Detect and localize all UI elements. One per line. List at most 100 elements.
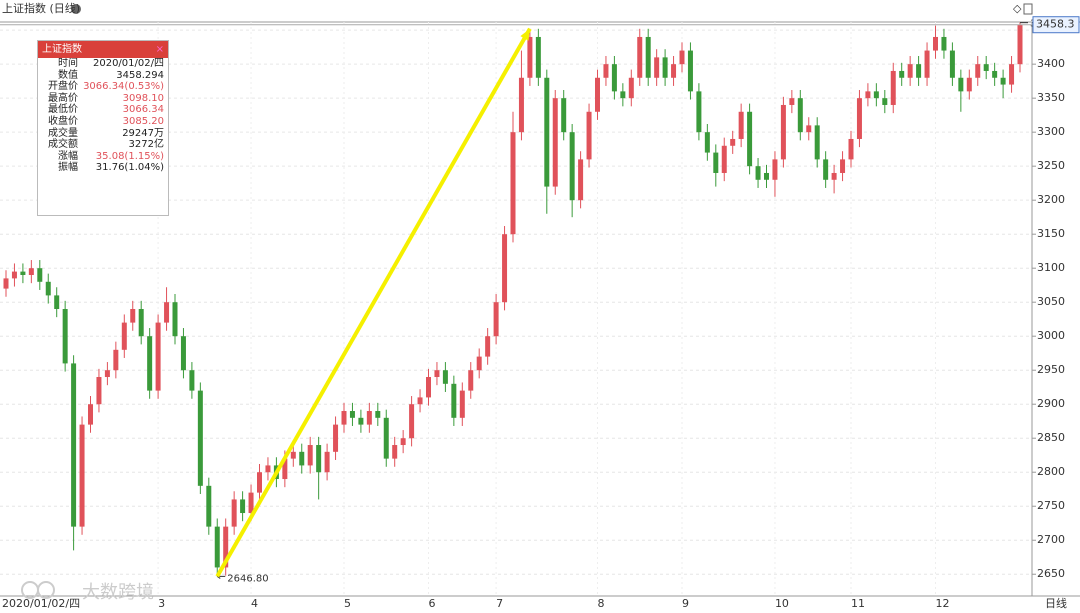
candle-body bbox=[240, 499, 246, 514]
y-tick-label: 3400 bbox=[1037, 57, 1065, 70]
candle-body bbox=[493, 302, 499, 337]
candle-body bbox=[654, 57, 660, 78]
info-value: 3098.10 bbox=[122, 92, 164, 104]
candle-body bbox=[578, 159, 584, 201]
candle-body bbox=[518, 77, 524, 133]
candle-body bbox=[79, 424, 85, 527]
candle-body bbox=[687, 50, 693, 92]
y-tick-label: 2750 bbox=[1037, 499, 1065, 512]
candle-body bbox=[20, 271, 26, 275]
candle-body bbox=[916, 64, 922, 78]
info-key: 成交额 bbox=[48, 139, 78, 151]
candle-body bbox=[595, 77, 600, 112]
x-tick-label: 5 bbox=[344, 597, 351, 610]
candle-body bbox=[983, 64, 989, 71]
low-annotation: 2646.80 bbox=[227, 573, 268, 584]
info-key: 最低价 bbox=[48, 104, 78, 116]
candle-body bbox=[316, 445, 322, 473]
info-row: 收盘价 3085.20 bbox=[38, 116, 168, 128]
candle-body bbox=[409, 404, 415, 439]
x-tick-label: 11 bbox=[851, 597, 865, 610]
candle-body bbox=[257, 472, 262, 493]
info-row: 时间 2020/01/02/四 bbox=[38, 58, 168, 70]
info-value: 3066.34(0.53%) bbox=[83, 81, 164, 93]
candle-body bbox=[696, 91, 702, 133]
menu-icon[interactable] bbox=[71, 4, 81, 14]
candle-body bbox=[882, 98, 888, 105]
candle-body bbox=[730, 138, 736, 146]
last-price-box bbox=[1032, 16, 1080, 34]
candle-body bbox=[71, 363, 77, 527]
candle-body bbox=[611, 64, 617, 92]
candle-body bbox=[383, 417, 389, 459]
info-key: 开盘价 bbox=[48, 81, 78, 93]
info-key: 收盘价 bbox=[48, 115, 78, 127]
candle-body bbox=[451, 383, 457, 418]
candle-body bbox=[341, 411, 347, 425]
info-value: 3458.294 bbox=[116, 69, 164, 81]
candle-body bbox=[502, 234, 508, 303]
candle-body bbox=[88, 404, 93, 425]
candle-body bbox=[966, 77, 972, 92]
candle-body bbox=[54, 295, 60, 309]
info-key: 涨幅 bbox=[58, 150, 78, 162]
candle-body bbox=[704, 132, 710, 153]
candle-body bbox=[366, 411, 372, 425]
candle-body bbox=[544, 77, 550, 187]
x-tick-label: 4 bbox=[251, 597, 258, 610]
candle-body bbox=[62, 309, 68, 364]
info-row: 振幅 31.76(1.04%) bbox=[38, 162, 168, 174]
candle-body bbox=[890, 70, 896, 105]
candle-body bbox=[569, 132, 575, 201]
candle-body bbox=[772, 159, 778, 180]
info-value: 3085.20 bbox=[122, 115, 164, 127]
candle-body bbox=[645, 36, 651, 78]
x-tick-label: 9 bbox=[682, 597, 689, 610]
y-tick-label: 3350 bbox=[1037, 91, 1065, 104]
candle-body bbox=[552, 98, 558, 187]
candle-body bbox=[789, 98, 795, 105]
candle-body bbox=[442, 370, 448, 384]
watermark-logo-ring bbox=[37, 581, 55, 599]
close-button[interactable]: × bbox=[155, 44, 164, 55]
diamond-icon[interactable]: ◇ bbox=[1013, 2, 1022, 15]
candle-body bbox=[130, 309, 136, 323]
x-tick-label: 3 bbox=[158, 597, 165, 610]
candle-body bbox=[37, 268, 43, 282]
info-key: 成交量 bbox=[48, 127, 78, 139]
candle-body bbox=[3, 278, 9, 289]
candle-body bbox=[113, 349, 119, 371]
watermark: 大数跨境 bbox=[82, 582, 154, 603]
info-value: 2020/01/02/四 bbox=[92, 58, 164, 69]
y-tick-label: 2900 bbox=[1037, 397, 1065, 410]
candle-body bbox=[527, 36, 533, 78]
y-tick-label: 2700 bbox=[1037, 533, 1065, 546]
candle-body bbox=[586, 111, 592, 160]
y-tick-label: 2950 bbox=[1037, 363, 1065, 376]
candle-body bbox=[223, 526, 229, 568]
candle-body bbox=[197, 390, 203, 486]
candle-body bbox=[299, 451, 305, 466]
candle-body bbox=[561, 98, 567, 133]
candle-body bbox=[907, 64, 913, 78]
candle-body bbox=[535, 36, 541, 78]
candle-body bbox=[11, 271, 17, 279]
candle-body bbox=[510, 132, 516, 235]
candle-body bbox=[28, 268, 34, 275]
trend-arrow bbox=[215, 27, 532, 578]
info-row: 成交量 29247万 bbox=[38, 128, 168, 140]
candle-body bbox=[814, 125, 820, 160]
candle-body bbox=[721, 145, 727, 173]
candle-body bbox=[96, 377, 102, 405]
info-panel: 上证指数 × 时间 2020/01/02/四 数值 3458.294 开盘价 3066.34… bbox=[37, 40, 169, 216]
window-icon[interactable] bbox=[1023, 3, 1033, 15]
candle-body bbox=[290, 451, 296, 459]
candle-body bbox=[933, 36, 938, 51]
x-tick-label: 12 bbox=[936, 597, 950, 610]
candle-body bbox=[975, 64, 981, 78]
candle-body bbox=[848, 138, 854, 160]
info-key: 数值 bbox=[58, 69, 78, 81]
candle-body bbox=[468, 370, 474, 391]
candle-body bbox=[180, 336, 186, 371]
